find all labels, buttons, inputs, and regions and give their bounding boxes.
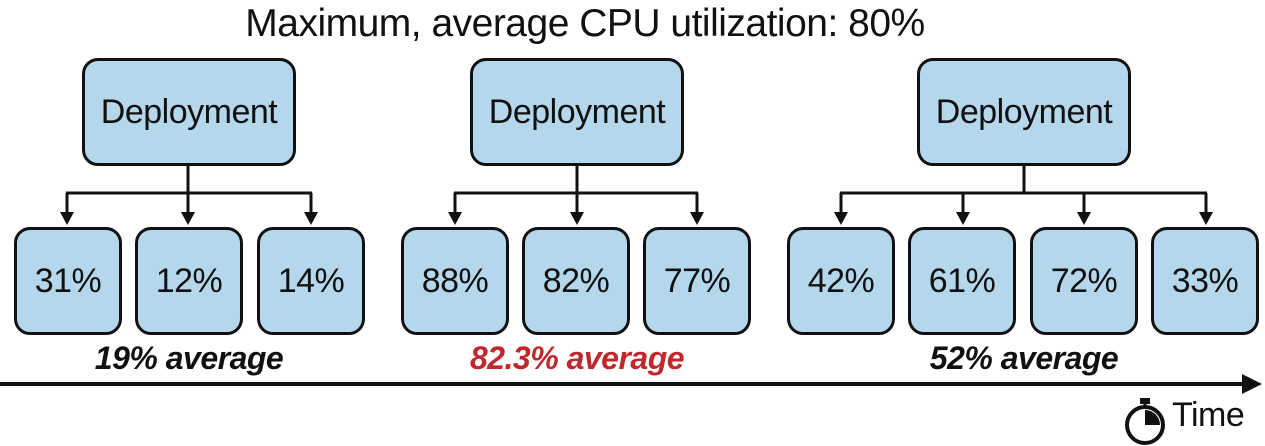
arrow-head <box>834 212 848 225</box>
time-axis-arrow <box>0 374 1262 394</box>
group-1-connectors <box>60 166 318 225</box>
arrow-head <box>956 212 970 225</box>
arrow-head <box>448 212 462 225</box>
arrow-head <box>181 212 195 225</box>
pod-box: 61% <box>908 227 1016 335</box>
pod-box: 33% <box>1151 227 1259 335</box>
pod-box: 12% <box>135 227 243 335</box>
average-label-1: 19% average <box>94 340 284 376</box>
deployment-box-3: Deployment <box>917 58 1131 166</box>
pod-box: 42% <box>787 227 895 335</box>
average-label-3: 52% average <box>929 340 1119 376</box>
stopwatch-icon <box>1125 398 1165 445</box>
diagram-title: Maximum, average CPU utilization: 80% <box>245 2 925 45</box>
pod-box: 72% <box>1030 227 1138 335</box>
arrow-head <box>304 212 318 225</box>
arrow-head <box>60 212 74 225</box>
deployment-box-2: Deployment <box>470 58 684 166</box>
arrow-head <box>1199 212 1213 225</box>
time-label: Time <box>1172 396 1245 434</box>
arrow-head <box>690 212 704 225</box>
deployment-box-1: Deployment <box>82 58 296 166</box>
pod-box: 31% <box>14 227 122 335</box>
arrow-head <box>1077 212 1091 225</box>
average-label-2: 82.3% average <box>469 340 685 376</box>
pod-box: 82% <box>522 227 630 335</box>
arrow-head <box>570 212 584 225</box>
pod-box: 88% <box>401 227 509 335</box>
pod-box: 77% <box>643 227 751 335</box>
group-2-connectors <box>448 166 704 225</box>
pod-box: 14% <box>257 227 365 335</box>
group-3-connectors <box>834 166 1213 225</box>
